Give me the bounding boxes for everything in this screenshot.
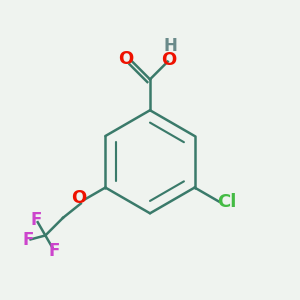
Text: O: O: [71, 189, 86, 207]
Text: Cl: Cl: [218, 193, 237, 211]
Text: O: O: [161, 51, 177, 69]
Text: H: H: [164, 37, 178, 55]
Text: F: F: [22, 231, 33, 249]
Text: F: F: [31, 211, 42, 229]
Text: O: O: [118, 50, 134, 68]
Text: F: F: [49, 242, 60, 260]
